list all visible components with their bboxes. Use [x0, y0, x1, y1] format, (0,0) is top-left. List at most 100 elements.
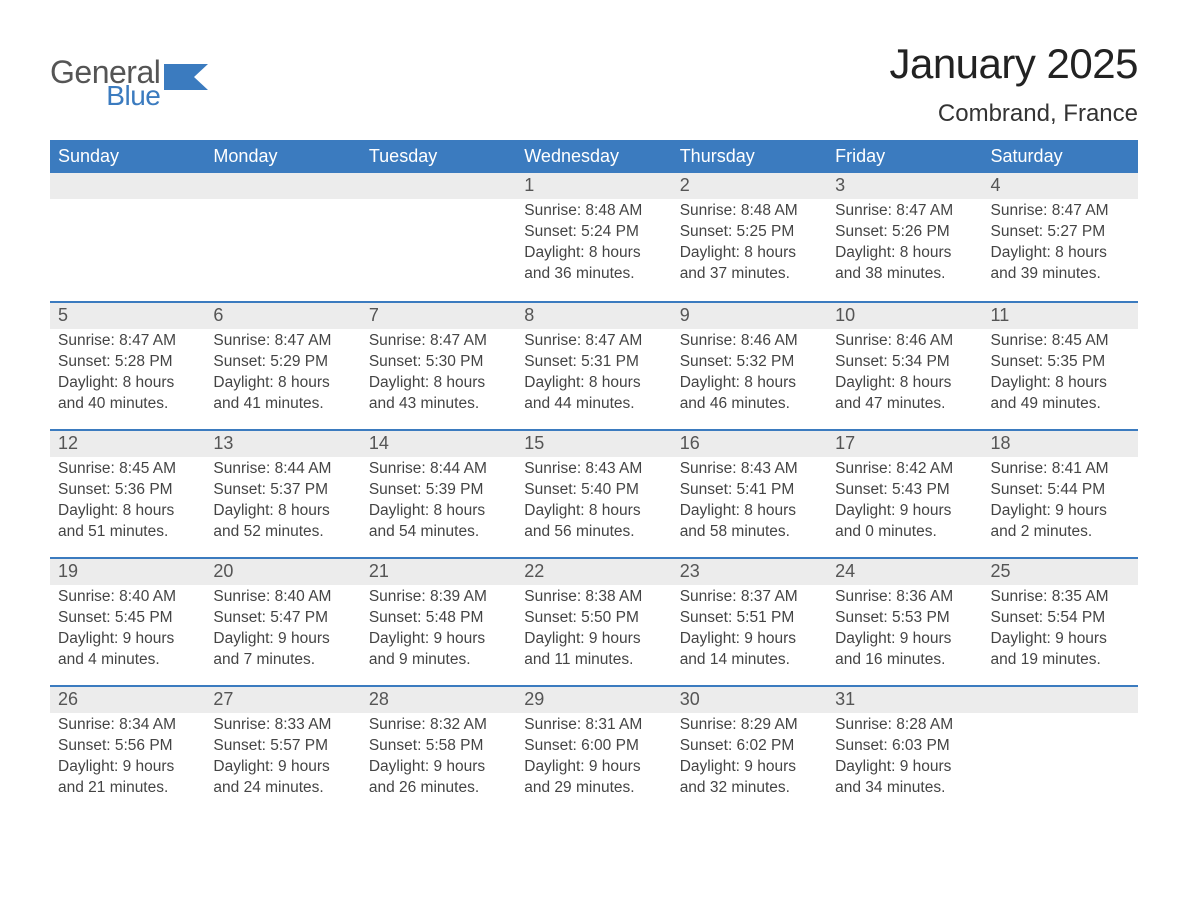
weekday-header: Thursday	[672, 140, 827, 173]
sunset-text: Sunset: 5:31 PM	[524, 352, 663, 373]
day-number: 3	[827, 173, 982, 199]
calendar-day: 21Sunrise: 8:39 AMSunset: 5:48 PMDayligh…	[361, 559, 516, 685]
weekday-header: Saturday	[983, 140, 1138, 173]
day-number: 21	[361, 559, 516, 585]
day-number: 11	[983, 303, 1138, 329]
day-number: 16	[672, 431, 827, 457]
calendar-week: 12Sunrise: 8:45 AMSunset: 5:36 PM Dayligh…	[50, 429, 1138, 557]
sunrise-text: Sunrise: 8:46 AM	[680, 331, 819, 352]
sunset-text: Sunset: 5:37 PM	[213, 480, 352, 501]
daylight-text: Daylight: 8 hours and 37 minutes.	[680, 243, 819, 285]
sunrise-text: Sunrise: 8:48 AM	[524, 201, 663, 222]
sunrise-text: Sunrise: 8:47 AM	[58, 331, 197, 352]
calendar-day: 1Sunrise: 8:48 AMSunset: 5:24 PMDaylight…	[516, 173, 671, 301]
sunset-text: Sunset: 5:40 PM	[524, 480, 663, 501]
sunset-text: Sunset: 5:25 PM	[680, 222, 819, 243]
sunset-text: Sunset: 5:58 PM	[369, 736, 508, 757]
calendar-day: 17Sunrise: 8:42 AMSunset: 5:43 PMDayligh…	[827, 431, 982, 557]
calendar-day: 8Sunrise: 8:47 AMSunset: 5:31 PMDaylight…	[516, 303, 671, 429]
calendar-day: 11Sunrise: 8:45 AMSunset: 5:35 PMDayligh…	[983, 303, 1138, 429]
weekday-header-row: SundayMondayTuesdayWednesdayThursdayFrid…	[50, 140, 1138, 173]
calendar-day: 30Sunrise: 8:29 AMSunset: 6:02 PMDayligh…	[672, 687, 827, 813]
day-body: Sunrise: 8:36 AMSunset: 5:53 PMDaylight:…	[827, 585, 982, 681]
sunset-text: Sunset: 5:36 PM	[58, 480, 197, 501]
title-block: January 2025 Combrand, France	[889, 40, 1138, 128]
sunset-text: Sunset: 5:45 PM	[58, 608, 197, 629]
sunset-text: Sunset: 5:48 PM	[369, 608, 508, 629]
day-body	[361, 199, 516, 211]
sunset-text: Sunset: 6:03 PM	[835, 736, 974, 757]
day-body: Sunrise: 8:38 AMSunset: 5:50 PMDaylight:…	[516, 585, 671, 681]
day-body: Sunrise: 8:34 AMSunset: 5:56 PMDaylight:…	[50, 713, 205, 809]
sunset-text: Sunset: 5:43 PM	[835, 480, 974, 501]
day-number: 28	[361, 687, 516, 713]
day-number: 8	[516, 303, 671, 329]
day-body: Sunrise: 8:47 AMSunset: 5:31 PMDaylight:…	[516, 329, 671, 425]
calendar-day: 7Sunrise: 8:47 AMSunset: 5:30 PMDaylight…	[361, 303, 516, 429]
day-body: Sunrise: 8:46 AMSunset: 5:32 PMDaylight:…	[672, 329, 827, 425]
daylight-text: Daylight: 8 hours and 44 minutes.	[524, 373, 663, 415]
calendar-day: 24Sunrise: 8:36 AMSunset: 5:53 PMDayligh…	[827, 559, 982, 685]
day-body: Sunrise: 8:48 AMSunset: 5:25 PMDaylight:…	[672, 199, 827, 295]
day-body: Sunrise: 8:29 AMSunset: 6:02 PMDaylight:…	[672, 713, 827, 809]
sunrise-text: Sunrise: 8:33 AM	[213, 715, 352, 736]
day-body: Sunrise: 8:47 AMSunset: 5:29 PMDaylight:…	[205, 329, 360, 425]
calendar-day: 9Sunrise: 8:46 AMSunset: 5:32 PMDaylight…	[672, 303, 827, 429]
sunrise-text: Sunrise: 8:45 AM	[58, 459, 197, 480]
day-body: Sunrise: 8:31 AMSunset: 6:00 PMDaylight:…	[516, 713, 671, 809]
sunset-text: Sunset: 6:02 PM	[680, 736, 819, 757]
sunset-text: Sunset: 5:28 PM	[58, 352, 197, 373]
brand-text: General Blue	[50, 58, 160, 108]
daylight-text: Daylight: 8 hours and 39 minutes.	[991, 243, 1130, 285]
sunset-text: Sunset: 5:44 PM	[991, 480, 1130, 501]
calendar-day: 2Sunrise: 8:48 AMSunset: 5:25 PMDaylight…	[672, 173, 827, 301]
daylight-text: Daylight: 9 hours and 14 minutes.	[680, 629, 819, 671]
day-number: 12	[50, 431, 205, 457]
sunset-text: Sunset: 5:41 PM	[680, 480, 819, 501]
sunrise-text: Sunrise: 8:36 AM	[835, 587, 974, 608]
day-number: 26	[50, 687, 205, 713]
daylight-text: Daylight: 8 hours and 36 minutes.	[524, 243, 663, 285]
sunset-text: Sunset: 5:26 PM	[835, 222, 974, 243]
day-number: 31	[827, 687, 982, 713]
sunset-text: Sunset: 6:00 PM	[524, 736, 663, 757]
calendar-day: 22Sunrise: 8:38 AMSunset: 5:50 PMDayligh…	[516, 559, 671, 685]
flag-icon	[164, 64, 208, 95]
day-number: 20	[205, 559, 360, 585]
day-number: 9	[672, 303, 827, 329]
sunrise-text: Sunrise: 8:47 AM	[369, 331, 508, 352]
sunrise-text: Sunrise: 8:34 AM	[58, 715, 197, 736]
sunset-text: Sunset: 5:34 PM	[835, 352, 974, 373]
day-body: Sunrise: 8:47 AMSunset: 5:26 PMDaylight:…	[827, 199, 982, 295]
sunrise-text: Sunrise: 8:42 AM	[835, 459, 974, 480]
day-number: 27	[205, 687, 360, 713]
sunrise-text: Sunrise: 8:47 AM	[835, 201, 974, 222]
sunset-text: Sunset: 5:53 PM	[835, 608, 974, 629]
calendar-day: 5Sunrise: 8:47 AMSunset: 5:28 PMDaylight…	[50, 303, 205, 429]
sunset-text: Sunset: 5:57 PM	[213, 736, 352, 757]
sunrise-text: Sunrise: 8:44 AM	[369, 459, 508, 480]
daylight-text: Daylight: 9 hours and 16 minutes.	[835, 629, 974, 671]
day-body: Sunrise: 8:47 AMSunset: 5:28 PMDaylight:…	[50, 329, 205, 425]
day-body: Sunrise: 8:32 AMSunset: 5:58 PMDaylight:…	[361, 713, 516, 809]
weekday-header: Friday	[827, 140, 982, 173]
sunrise-text: Sunrise: 8:32 AM	[369, 715, 508, 736]
calendar-week: 5Sunrise: 8:47 AMSunset: 5:28 PMDaylight…	[50, 301, 1138, 429]
header: General Blue January 2025 Combrand, Fran…	[50, 40, 1138, 128]
brand-word-2: Blue	[106, 83, 160, 108]
daylight-text: Daylight: 8 hours and 56 minutes.	[524, 501, 663, 543]
daylight-text: Daylight: 9 hours and 29 minutes.	[524, 757, 663, 799]
weekday-header: Sunday	[50, 140, 205, 173]
weeks-container: 1Sunrise: 8:48 AMSunset: 5:24 PMDaylight…	[50, 173, 1138, 813]
day-body: Sunrise: 8:47 AMSunset: 5:27 PMDaylight:…	[983, 199, 1138, 295]
day-number	[361, 173, 516, 199]
calendar-day: 19Sunrise: 8:40 AMSunset: 5:45 PMDayligh…	[50, 559, 205, 685]
calendar-day: 26Sunrise: 8:34 AMSunset: 5:56 PMDayligh…	[50, 687, 205, 813]
sunrise-text: Sunrise: 8:40 AM	[213, 587, 352, 608]
day-body: Sunrise: 8:37 AMSunset: 5:51 PMDaylight:…	[672, 585, 827, 681]
location-label: Combrand, France	[889, 100, 1138, 128]
day-number: 10	[827, 303, 982, 329]
day-body: Sunrise: 8:45 AMSunset: 5:35 PMDaylight:…	[983, 329, 1138, 425]
daylight-text: Daylight: 9 hours and 4 minutes.	[58, 629, 197, 671]
day-number: 23	[672, 559, 827, 585]
